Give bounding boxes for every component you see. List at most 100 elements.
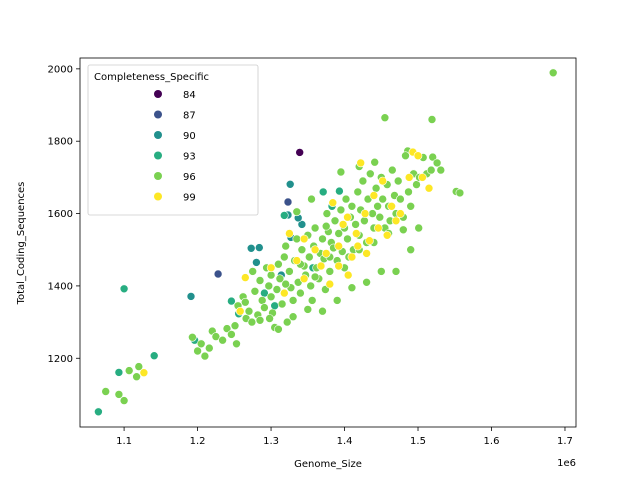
y-tick-label: 1200 (48, 354, 73, 365)
legend-title: Completeness_Specific (94, 72, 209, 83)
data-point-96-103 (375, 212, 385, 222)
data-point-96-19 (196, 339, 206, 349)
data-point-96-129 (248, 267, 257, 276)
data-point-96-24 (218, 335, 227, 345)
data-point-96-11 (101, 387, 110, 396)
legend-label-90: 90 (183, 131, 196, 142)
data-point-96-48 (279, 252, 289, 262)
data-point-96-0 (548, 68, 558, 78)
data-point-99-1 (235, 306, 245, 316)
legend-label-93: 93 (183, 152, 196, 163)
data-point-93-6 (318, 187, 328, 197)
data-point-96-124 (426, 165, 436, 175)
data-point-96-125 (436, 165, 446, 175)
legend-label-96: 96 (183, 172, 196, 183)
data-point-99-34 (362, 249, 371, 258)
data-point-96-99 (368, 209, 377, 218)
legend-marker-93 (154, 151, 162, 160)
data-point-96-25 (222, 324, 232, 333)
data-point-99-4 (292, 256, 302, 265)
data-point-96-120 (412, 180, 421, 189)
x-tick-label: 1.5 (410, 436, 426, 447)
data-point-96-133 (310, 272, 320, 282)
data-point-96-98 (365, 169, 375, 179)
data-point-99-36 (299, 234, 309, 244)
data-point-99-14 (351, 229, 361, 238)
data-point-96-51 (285, 267, 294, 276)
data-point-96-110 (387, 165, 397, 175)
y-axis-label: Total_Coding_Sequences (16, 182, 27, 306)
data-point-96-1 (380, 113, 390, 122)
data-point-90-7 (252, 258, 261, 267)
data-point-99-20 (378, 176, 388, 186)
data-point-99-18 (369, 191, 379, 200)
legend-entries: 84 87 90 93 96 99 (154, 90, 196, 204)
data-point-96-95 (360, 216, 369, 226)
data-point-99-15 (356, 158, 366, 168)
legend: Completeness_Specific 84 87 90 93 96 99 (87, 64, 259, 216)
data-point-96-91 (353, 187, 363, 197)
data-point-93-12 (270, 301, 280, 311)
data-point-99-19 (373, 223, 383, 233)
x-axis-offset-label: 1e6 (557, 458, 576, 469)
data-point-90-1 (246, 244, 256, 253)
data-point-96-26 (227, 330, 236, 339)
data-point-96-7 (455, 188, 465, 198)
data-point-96-126 (336, 167, 346, 177)
data-point-96-47 (277, 299, 287, 309)
y-tick-label: 2000 (48, 64, 73, 75)
data-point-96-73 (322, 209, 332, 218)
data-point-99-29 (424, 183, 434, 193)
data-point-99-11 (338, 220, 348, 229)
data-point-99-12 (343, 212, 352, 222)
data-point-99-25 (404, 173, 414, 182)
data-point-99-22 (387, 202, 396, 211)
data-point-96-18 (193, 346, 202, 356)
data-point-96-88 (347, 202, 357, 211)
data-point-99-6 (310, 245, 320, 254)
legend-marker-96 (154, 172, 162, 180)
legend-marker-99 (154, 192, 162, 201)
axes-frame (79, 57, 577, 428)
data-point-96-116 (401, 151, 410, 160)
data-point-96-32 (244, 306, 254, 316)
data-point-96-23 (211, 332, 221, 341)
data-point-99-21 (382, 231, 392, 240)
data-point-96-66 (310, 223, 320, 233)
data-point-99-31 (334, 261, 344, 271)
data-point-99-32 (343, 270, 353, 280)
data-point-99-35 (285, 229, 294, 238)
data-point-93-1 (119, 284, 129, 294)
data-point-96-17 (188, 332, 197, 342)
data-point-96-151 (241, 297, 250, 307)
data-point-96-139 (398, 225, 408, 235)
y-tick-label: 1600 (48, 209, 73, 220)
data-point-96-81 (336, 205, 346, 215)
data-point-90-2 (254, 243, 264, 252)
data-point-96-53 (288, 296, 298, 305)
data-point-96-101 (371, 183, 381, 193)
data-point-96-146 (362, 277, 371, 287)
data-point-99-33 (353, 241, 363, 251)
data-point-99-7 (316, 261, 326, 271)
data-point-96-16 (134, 362, 144, 371)
data-point-96-145 (347, 283, 357, 293)
data-point-96-75 (325, 267, 335, 276)
data-point-93-3 (149, 351, 159, 361)
data-point-96-55 (292, 234, 302, 244)
data-point-99-37 (279, 288, 289, 298)
data-point-96-70 (318, 234, 327, 244)
data-point-99-10 (334, 241, 344, 251)
data-point-90-0 (186, 292, 196, 301)
y-axis-ticks: 1200 1400 1600 1800 2000 (48, 64, 80, 365)
data-point-96-33 (247, 317, 257, 327)
data-point-93-5 (227, 296, 236, 306)
data-point-96-8 (406, 245, 416, 254)
data-point-96-49 (281, 241, 291, 251)
x-tick-label: 1.2 (190, 436, 206, 447)
data-point-96-36 (255, 276, 265, 285)
data-point-99-28 (418, 173, 427, 182)
data-point-96-38 (260, 303, 269, 312)
y-tick-label: 1400 (48, 281, 73, 292)
data-point-99-23 (391, 216, 401, 226)
